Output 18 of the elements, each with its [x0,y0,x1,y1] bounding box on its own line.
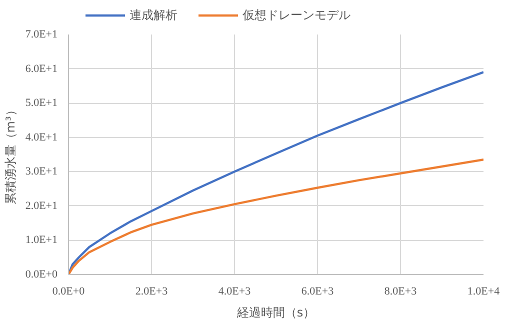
y-tick-label: 3.0E+1 [25,166,58,178]
y-axis-title: 累積湧水量（m³） [3,104,18,205]
x-tick-label: 1.0E+4 [467,286,500,298]
y-tick-label: 1.0E+1 [25,234,58,246]
y-tick-label: 2.0E+1 [25,200,58,212]
x-tick-label: 6.0E+3 [301,286,334,298]
x-tick-label: 8.0E+3 [384,286,418,298]
legend-label: 連成解析 [130,6,178,24]
x-tick-label: 0.0E+0 [52,286,86,298]
y-tick-label: 5.0E+1 [25,97,58,110]
x-tick-label: 2.0E+3 [135,286,168,298]
y-tick-label: 6.0E+1 [25,62,58,75]
y-tick-label: 4.0E+1 [25,131,58,144]
x-axis-title: 経過時間（s） [236,306,316,320]
y-tick-label: 7.0E+1 [25,28,58,40]
y-tick-label: 0.0E+0 [25,268,58,280]
legend-label: 仮想ドレーンモデル [242,6,350,24]
x-tick-label: 4.0E+3 [218,286,252,298]
